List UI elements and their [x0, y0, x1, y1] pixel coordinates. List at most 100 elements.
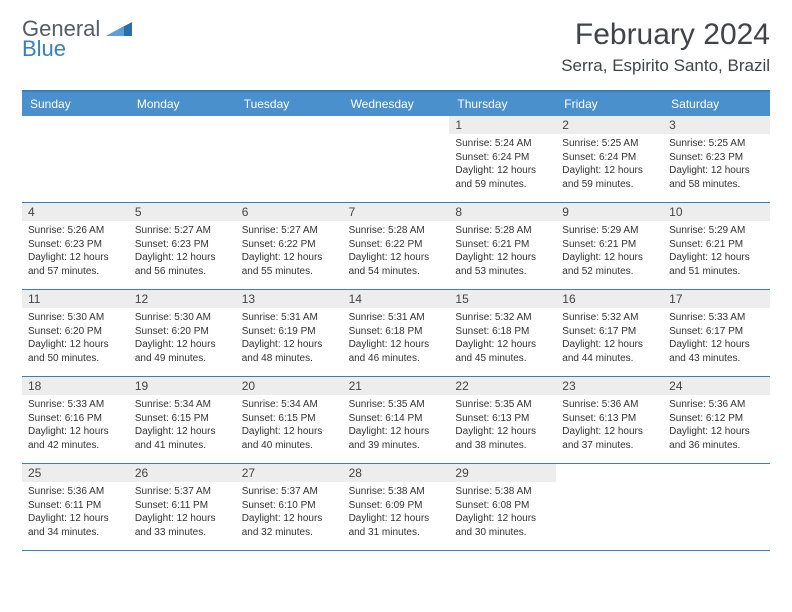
- sunrise: Sunrise: 5:37 AM: [135, 485, 230, 499]
- sunset: Sunset: 6:15 PM: [242, 412, 337, 426]
- day-number: 3: [663, 116, 770, 134]
- day-number: 25: [22, 464, 129, 482]
- day-details: Sunrise: 5:37 AMSunset: 6:10 PMDaylight:…: [236, 482, 343, 545]
- day-header-monday: Monday: [129, 92, 236, 116]
- day-details: Sunrise: 5:26 AMSunset: 6:23 PMDaylight:…: [22, 221, 129, 284]
- day-number: 15: [449, 290, 556, 308]
- sunrise: Sunrise: 5:32 AM: [562, 311, 657, 325]
- sunrise: Sunrise: 5:28 AM: [349, 224, 444, 238]
- day-details: Sunrise: 5:32 AMSunset: 6:18 PMDaylight:…: [449, 308, 556, 371]
- day-details: Sunrise: 5:28 AMSunset: 6:21 PMDaylight:…: [449, 221, 556, 284]
- day-number: 9: [556, 203, 663, 221]
- sunrise: Sunrise: 5:29 AM: [562, 224, 657, 238]
- day-number: 16: [556, 290, 663, 308]
- day-cell: 17 Sunrise: 5:33 AMSunset: 6:17 PMDayligh…: [663, 290, 770, 376]
- day-number: 4: [22, 203, 129, 221]
- day-header-wednesday: Wednesday: [343, 92, 450, 116]
- sunset: Sunset: 6:13 PM: [455, 412, 550, 426]
- day-details: Sunrise: 5:36 AMSunset: 6:13 PMDaylight:…: [556, 395, 663, 458]
- sunrise: Sunrise: 5:35 AM: [455, 398, 550, 412]
- daylight: Daylight: 12 hours and 57 minutes.: [28, 251, 123, 278]
- day-cell: 25Sunrise: 5:36 AMSunset: 6:11 PMDayligh…: [22, 464, 129, 550]
- day-details: Sunrise: 5:33 AMSunset: 6:16 PMDaylight:…: [22, 395, 129, 458]
- sunrise: Sunrise: 5:27 AM: [242, 224, 337, 238]
- day-number: 27: [236, 464, 343, 482]
- day-details: Sunrise: 5:30 AMSunset: 6:20 PMDaylight:…: [129, 308, 236, 371]
- day-number: 19: [129, 377, 236, 395]
- sunset: Sunset: 6:20 PM: [135, 325, 230, 339]
- day-details: Sunrise: 5:27 AMSunset: 6:22 PMDaylight:…: [236, 221, 343, 284]
- sunrise: Sunrise: 5:27 AM: [135, 224, 230, 238]
- sunset: Sunset: 6:16 PM: [28, 412, 123, 426]
- day-cell: 3 Sunrise: 5:25 AMSunset: 6:23 PMDaylight…: [663, 116, 770, 202]
- daylight: Daylight: 12 hours and 50 minutes.: [28, 338, 123, 365]
- empty-cell: [663, 464, 770, 550]
- daylight: Daylight: 12 hours and 52 minutes.: [562, 251, 657, 278]
- day-cell: 18Sunrise: 5:33 AMSunset: 6:16 PMDayligh…: [22, 377, 129, 463]
- week-row: 4Sunrise: 5:26 AMSunset: 6:23 PMDaylight…: [22, 203, 770, 290]
- day-number: 14: [343, 290, 450, 308]
- day-details: Sunrise: 5:25 AMSunset: 6:24 PMDaylight:…: [556, 134, 663, 197]
- title-block: February 2024 Serra, Espirito Santo, Bra…: [561, 18, 770, 76]
- daylight: Daylight: 12 hours and 34 minutes.: [28, 512, 123, 539]
- day-cell: 28Sunrise: 5:38 AMSunset: 6:09 PMDayligh…: [343, 464, 450, 550]
- daylight: Daylight: 12 hours and 53 minutes.: [455, 251, 550, 278]
- day-cell: 10Sunrise: 5:29 AMSunset: 6:21 PMDayligh…: [663, 203, 770, 289]
- day-cell: 7Sunrise: 5:28 AMSunset: 6:22 PMDaylight…: [343, 203, 450, 289]
- day-number: 22: [449, 377, 556, 395]
- day-number: 6: [236, 203, 343, 221]
- sunrise: Sunrise: 5:28 AM: [455, 224, 550, 238]
- sunrise: Sunrise: 5:33 AM: [669, 311, 764, 325]
- day-details: Sunrise: 5:31 AMSunset: 6:18 PMDaylight:…: [343, 308, 450, 371]
- daylight: Daylight: 12 hours and 43 minutes.: [669, 338, 764, 365]
- daylight: Daylight: 12 hours and 30 minutes.: [455, 512, 550, 539]
- day-cell: 9Sunrise: 5:29 AMSunset: 6:21 PMDaylight…: [556, 203, 663, 289]
- sunset: Sunset: 6:23 PM: [669, 151, 764, 165]
- day-header-tuesday: Tuesday: [236, 92, 343, 116]
- day-details: Sunrise: 5:29 AMSunset: 6:21 PMDaylight:…: [663, 221, 770, 284]
- week-row: 11Sunrise: 5:30 AMSunset: 6:20 PMDayligh…: [22, 290, 770, 377]
- logo-triangle-icon: [106, 18, 132, 40]
- empty-cell: [343, 116, 450, 202]
- daylight: Daylight: 12 hours and 49 minutes.: [135, 338, 230, 365]
- day-details: Sunrise: 5:31 AMSunset: 6:19 PMDaylight:…: [236, 308, 343, 371]
- day-cell: 2Sunrise: 5:25 AMSunset: 6:24 PMDaylight…: [556, 116, 663, 202]
- day-details: Sunrise: 5:34 AMSunset: 6:15 PMDaylight:…: [236, 395, 343, 458]
- month-title: February 2024: [561, 18, 770, 52]
- sunset: Sunset: 6:22 PM: [349, 238, 444, 252]
- day-cell: 23Sunrise: 5:36 AMSunset: 6:13 PMDayligh…: [556, 377, 663, 463]
- day-number: 8: [449, 203, 556, 221]
- sunset: Sunset: 6:17 PM: [669, 325, 764, 339]
- calendar: SundayMondayTuesdayWednesdayThursdayFrid…: [22, 90, 770, 551]
- sunset: Sunset: 6:10 PM: [242, 499, 337, 513]
- sunrise: Sunrise: 5:34 AM: [135, 398, 230, 412]
- day-cell: 26Sunrise: 5:37 AMSunset: 6:11 PMDayligh…: [129, 464, 236, 550]
- day-details: Sunrise: 5:28 AMSunset: 6:22 PMDaylight:…: [343, 221, 450, 284]
- sunrise: Sunrise: 5:32 AM: [455, 311, 550, 325]
- daylight: Daylight: 12 hours and 58 minutes.: [669, 164, 764, 191]
- sunrise: Sunrise: 5:30 AM: [28, 311, 123, 325]
- week-row: 18Sunrise: 5:33 AMSunset: 6:16 PMDayligh…: [22, 377, 770, 464]
- empty-cell: [129, 116, 236, 202]
- sunrise: Sunrise: 5:36 AM: [28, 485, 123, 499]
- day-number: 21: [343, 377, 450, 395]
- sunrise: Sunrise: 5:25 AM: [669, 137, 764, 151]
- day-details: Sunrise: 5:27 AMSunset: 6:23 PMDaylight:…: [129, 221, 236, 284]
- day-cell: 22Sunrise: 5:35 AMSunset: 6:13 PMDayligh…: [449, 377, 556, 463]
- day-details: Sunrise: 5:29 AMSunset: 6:21 PMDaylight:…: [556, 221, 663, 284]
- day-number: 10: [663, 203, 770, 221]
- day-number: 1: [449, 116, 556, 134]
- week-row: 25Sunrise: 5:36 AMSunset: 6:11 PMDayligh…: [22, 464, 770, 551]
- day-number: 24: [663, 377, 770, 395]
- day-number: 17: [663, 290, 770, 308]
- day-details: Sunrise: 5:32 AMSunset: 6:17 PMDaylight:…: [556, 308, 663, 371]
- sunrise: Sunrise: 5:30 AM: [135, 311, 230, 325]
- sunrise: Sunrise: 5:26 AM: [28, 224, 123, 238]
- sunrise: Sunrise: 5:36 AM: [669, 398, 764, 412]
- day-number: 28: [343, 464, 450, 482]
- daylight: Daylight: 12 hours and 39 minutes.: [349, 425, 444, 452]
- sunset: Sunset: 6:21 PM: [669, 238, 764, 252]
- sunset: Sunset: 6:23 PM: [28, 238, 123, 252]
- empty-cell: [556, 464, 663, 550]
- sunrise: Sunrise: 5:36 AM: [562, 398, 657, 412]
